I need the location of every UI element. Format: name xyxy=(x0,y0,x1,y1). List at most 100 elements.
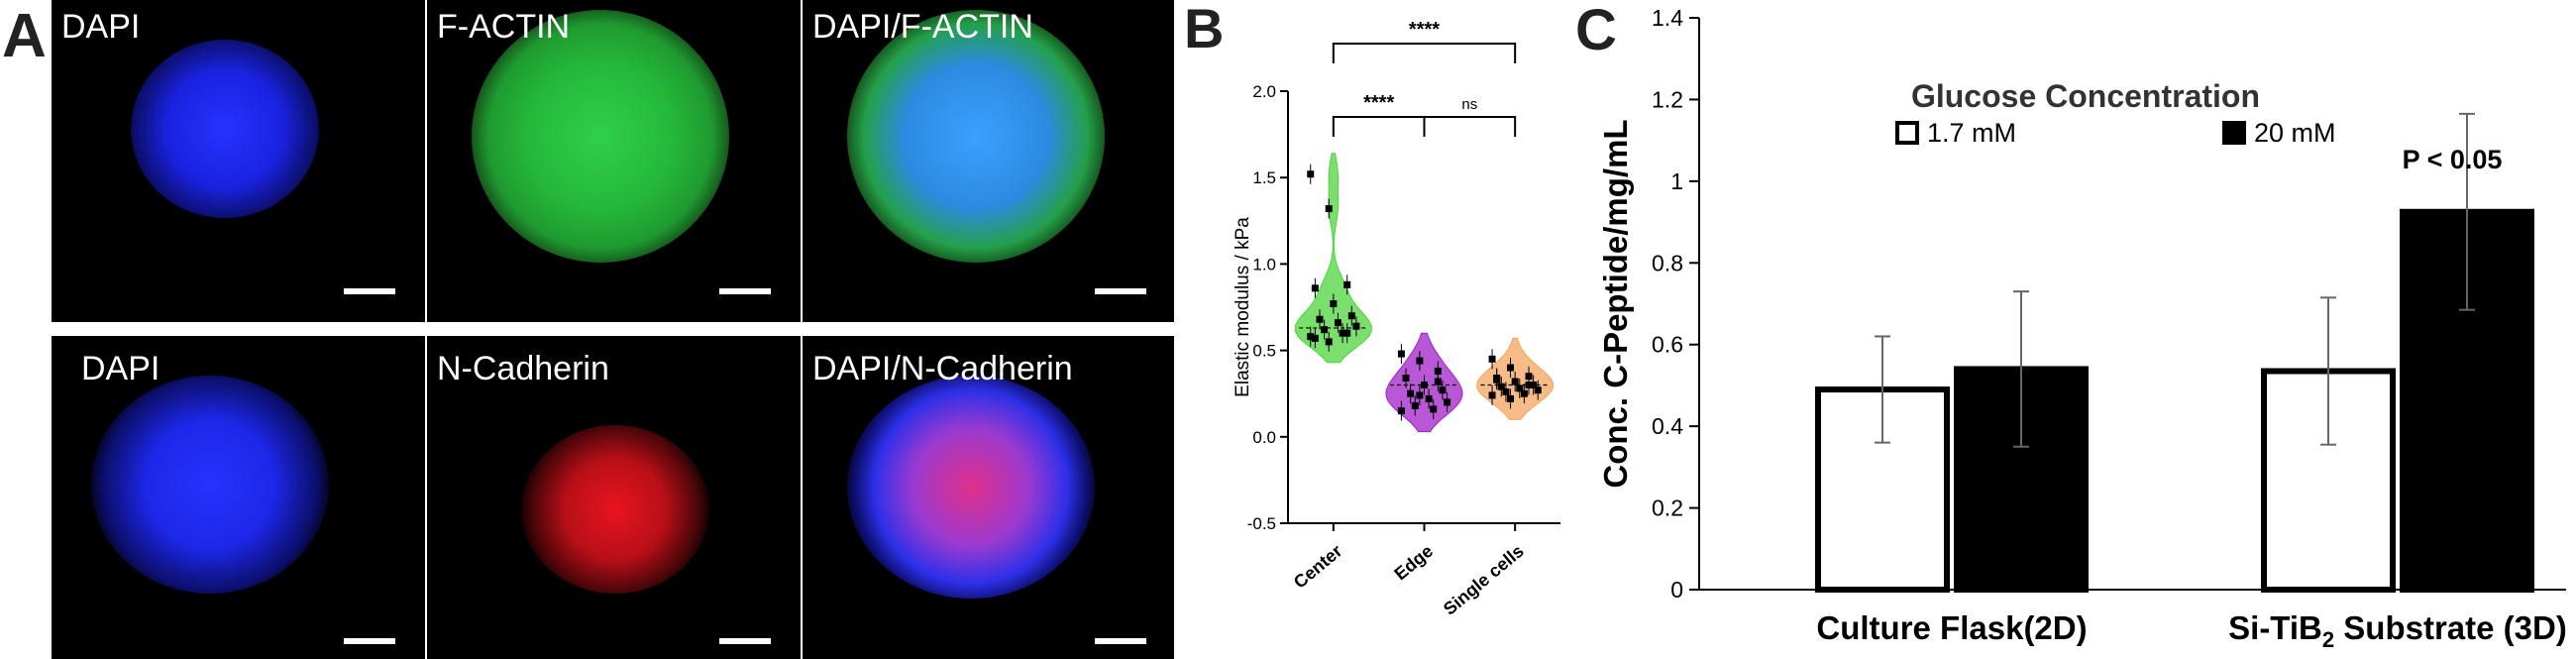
data-point xyxy=(1425,394,1433,402)
y-tick-label: 0.8 xyxy=(1652,250,1683,275)
data-point xyxy=(1507,364,1515,372)
actin-spheroid xyxy=(472,10,729,263)
data-point xyxy=(1488,391,1496,399)
significance-bracket xyxy=(1332,116,1426,137)
scale-bar xyxy=(719,638,771,644)
data-point xyxy=(1311,284,1319,292)
data-point xyxy=(1520,389,1528,397)
data-point xyxy=(1511,378,1519,385)
data-point xyxy=(1402,375,1410,383)
significance-label: **** xyxy=(1409,19,1440,41)
x-tick-label: Center xyxy=(1290,541,1346,593)
chart-b: B -0.5 0.0 0.5 1.0 1.5 2.0 Elastic modulus / kP… xyxy=(1184,0,1560,619)
micrograph-dapi: DAPI xyxy=(52,0,425,322)
x-tick-label: Edge xyxy=(1390,541,1437,585)
nuclei-cluster xyxy=(91,376,329,594)
legend-swatch xyxy=(1895,121,1919,145)
scale-bar xyxy=(1095,638,1146,644)
tile-label: DAPI/N-Cadherin xyxy=(812,350,1073,387)
micrograph-n-cadherin: N-Cadherin xyxy=(427,336,801,659)
tile-label: DAPI/F-ACTIN xyxy=(812,8,1033,46)
significance-label: ns xyxy=(1461,96,1477,113)
data-point xyxy=(1416,391,1424,399)
data-point xyxy=(1502,387,1510,395)
x-category-label: Culture Flask(2D) xyxy=(1816,609,2087,646)
data-point xyxy=(1534,386,1542,394)
data-point xyxy=(1530,381,1538,388)
panel-a-letter: A xyxy=(2,2,47,70)
data-point xyxy=(1497,383,1505,390)
p-value-annotation: P < 0.05 xyxy=(2403,145,2503,174)
data-point xyxy=(1507,394,1515,402)
micrograph-grid: DAPI F-ACTIN DAPI/F-ACTIN DAPI N-Cadheri… xyxy=(52,0,1174,659)
data-point xyxy=(1407,389,1415,397)
data-point xyxy=(1339,329,1346,337)
data-point xyxy=(1421,381,1428,388)
data-point xyxy=(1416,357,1424,365)
data-point xyxy=(1525,381,1533,388)
merged-spheroid xyxy=(847,10,1105,263)
legend-label: 1.7 mM xyxy=(1927,118,2016,148)
y-tick-label: 1.0 xyxy=(1252,255,1276,274)
panel-b-letter: B xyxy=(1184,0,1224,59)
chart-c: C 0 0.2 0.4 0.6 0.8 1 1.2 1.4 Conc. C-Peptide/mg/… xyxy=(1575,0,2567,652)
data-point xyxy=(1411,401,1419,409)
data-point xyxy=(1325,338,1333,346)
legend-title: Glucose Concentration xyxy=(1911,78,2260,114)
tile-label: DAPI xyxy=(61,8,141,46)
y-tick-label: 0.5 xyxy=(1252,342,1276,361)
data-point xyxy=(1434,368,1442,376)
x-category-label: Si-TiB2 Substrate (3D) xyxy=(2228,609,2567,652)
y-tick-label: 1.2 xyxy=(1652,86,1683,112)
data-point xyxy=(1488,355,1496,363)
y-tick-label: 0.4 xyxy=(1652,413,1683,439)
y-tick-label: 0.6 xyxy=(1652,332,1683,358)
micrograph-dapi: DAPI xyxy=(52,336,425,659)
data-point xyxy=(1347,312,1355,320)
legend-swatch xyxy=(2222,121,2246,145)
data-point xyxy=(1311,334,1319,342)
tile-label: F-ACTIN xyxy=(437,8,571,46)
y-tick-label: 1.4 xyxy=(1652,5,1683,31)
data-point xyxy=(1321,326,1329,334)
y-tick-label: -0.5 xyxy=(1247,514,1276,533)
y-tick-label: 0 xyxy=(1670,577,1683,603)
cadherin-signal xyxy=(521,425,709,594)
data-point xyxy=(1316,315,1324,323)
data-point xyxy=(1516,384,1524,392)
micrograph-dapi-n-cadherin: DAPI/N-Cadherin xyxy=(803,336,1174,659)
data-point xyxy=(1343,329,1351,337)
y-axis-label: Elastic modulus / kPa xyxy=(1233,217,1253,397)
data-point xyxy=(1444,398,1451,406)
x-tick-label: Single cells xyxy=(1440,541,1528,619)
data-point xyxy=(1430,405,1438,413)
micrograph-dapi-f-actin: DAPI/F-ACTIN xyxy=(803,0,1174,322)
data-point xyxy=(1493,375,1501,383)
data-point xyxy=(1439,386,1447,394)
data-point xyxy=(1325,205,1333,213)
data-point xyxy=(1307,333,1315,341)
scale-bar xyxy=(1095,288,1146,294)
significance-bracket xyxy=(1332,43,1517,63)
legend-label: 20 mM xyxy=(2254,118,2336,148)
scale-bar xyxy=(719,288,771,294)
tile-label: DAPI xyxy=(81,350,161,387)
violin-body xyxy=(1294,153,1372,364)
merged-cadherin xyxy=(847,376,1095,599)
scale-bar xyxy=(344,638,395,644)
y-tick-label: 2.0 xyxy=(1252,82,1276,101)
micrograph-f-actin: F-ACTIN xyxy=(427,0,801,322)
y-tick-label: 0.0 xyxy=(1252,428,1276,447)
nuclei-cluster xyxy=(131,40,319,218)
data-point xyxy=(1434,378,1442,385)
tile-label: N-Cadherin xyxy=(437,350,609,387)
scale-bar xyxy=(344,288,395,294)
y-tick-label: 1.5 xyxy=(1252,168,1276,187)
data-point xyxy=(1330,300,1338,308)
data-point xyxy=(1343,280,1351,288)
bar xyxy=(1954,366,2089,594)
y-axis-label: Conc. C-Peptide/mg/mL xyxy=(1597,119,1634,488)
data-point xyxy=(1307,170,1315,178)
significance-bracket xyxy=(1423,116,1517,137)
panel-c-letter: C xyxy=(1575,0,1617,62)
